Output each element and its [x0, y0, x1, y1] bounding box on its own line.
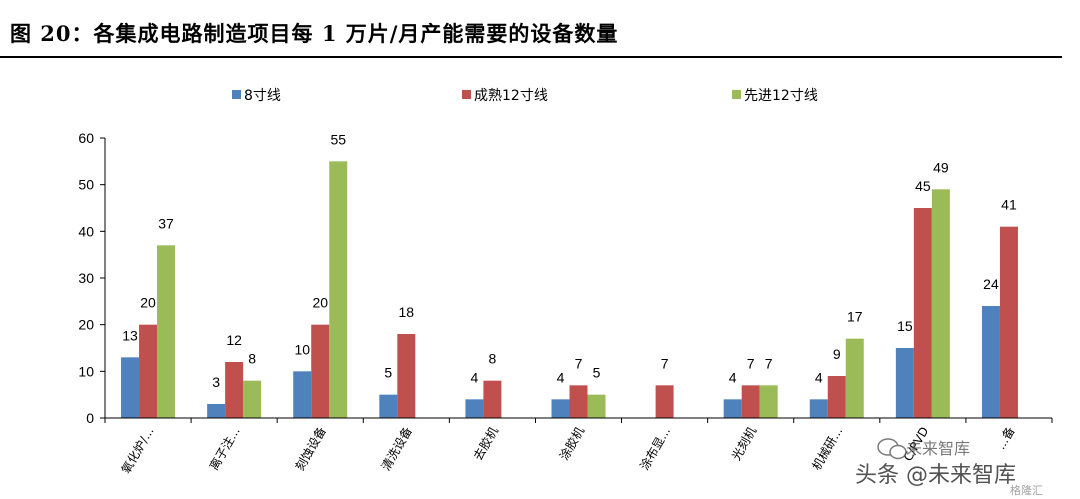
x-category-label: 机械研...	[809, 424, 846, 473]
y-tick-label: 60	[78, 130, 94, 146]
data-label: 8	[489, 351, 497, 367]
x-category-label: 光刻机	[729, 425, 759, 463]
y-axis: 0 10 20 30 40 50 60	[78, 130, 106, 426]
bar	[913, 208, 932, 418]
data-label: 5	[593, 365, 601, 381]
bar	[587, 394, 606, 418]
y-tick-label: 40	[78, 223, 94, 239]
figure-title: 图 20：各集成电路制造项目每 1 万片/月产能需要的设备数量	[10, 21, 619, 46]
data-label: 20	[140, 295, 156, 311]
bar	[157, 245, 176, 418]
bar	[379, 394, 398, 418]
data-label: 9	[833, 346, 841, 362]
bar	[465, 399, 484, 418]
bar	[845, 338, 864, 418]
data-label: 3	[212, 374, 220, 390]
bar	[243, 380, 262, 418]
bar	[999, 226, 1018, 418]
legend-swatch	[462, 90, 471, 99]
bar	[723, 399, 742, 418]
bar	[225, 362, 244, 418]
legend-label: 成熟12寸线	[474, 88, 548, 104]
data-label: 4	[471, 369, 479, 385]
bar	[655, 385, 674, 418]
data-label: 17	[847, 309, 863, 325]
x-category-label: 氧化炉/...	[119, 425, 157, 477]
bar	[551, 399, 570, 418]
data-label: 4	[815, 369, 823, 385]
watermark-wechat-name: 未来智库	[906, 439, 970, 458]
data-label: 45	[915, 178, 931, 194]
data-label: 15	[897, 318, 913, 334]
bar	[207, 404, 226, 418]
bar	[569, 385, 588, 418]
y-tick-label: 10	[78, 363, 94, 379]
x-category-label: 离子注...	[206, 424, 243, 473]
bar	[741, 385, 760, 418]
wechat-icon	[877, 438, 907, 460]
watermark: 未来智库 头条 @未来智库 格隆汇	[855, 438, 1043, 497]
watermark-gelonghui: 格隆汇	[1010, 483, 1043, 497]
bar	[121, 357, 140, 418]
data-label: 4	[729, 369, 737, 385]
bar	[895, 348, 914, 418]
x-category-label: 涂布显...	[636, 424, 673, 473]
data-label: 8	[248, 351, 256, 367]
y-tick-label: 30	[78, 270, 94, 286]
bar	[483, 380, 502, 418]
bar	[827, 376, 846, 418]
data-label: 49	[933, 159, 949, 175]
x-category-label: 清洗设备	[379, 425, 415, 474]
bar	[759, 385, 778, 418]
bar	[809, 399, 828, 418]
y-tick-label: 50	[78, 177, 94, 193]
x-category-label: ...备	[994, 425, 1018, 452]
y-tick-label: 0	[86, 410, 94, 426]
x-category-label: 涂胶机	[556, 424, 587, 463]
bar	[311, 324, 330, 418]
data-label: 18	[399, 304, 415, 320]
title-divider	[0, 56, 1062, 58]
data-label: 10	[294, 341, 310, 357]
bar	[329, 161, 348, 419]
bar	[293, 371, 312, 418]
x-category-label: 刻蚀设备	[293, 425, 329, 474]
legend-swatch	[732, 90, 741, 99]
data-label: 7	[661, 355, 669, 371]
legend-label: 8寸线	[244, 88, 281, 104]
data-label: 12	[226, 332, 242, 348]
legend-label: 先进12寸线	[744, 88, 818, 104]
y-tick-label: 20	[78, 317, 94, 333]
data-label: 55	[330, 131, 346, 147]
bar	[397, 334, 416, 418]
bar	[931, 189, 950, 418]
bars	[121, 161, 1018, 419]
legend-swatch	[232, 90, 241, 99]
data-label: 41	[1001, 197, 1017, 213]
bar	[981, 306, 1000, 418]
data-label: 7	[575, 355, 583, 371]
x-category-label: 去胶机	[470, 424, 501, 463]
data-label: 24	[983, 276, 999, 292]
legend: 8寸线 成熟12寸线 先进12寸线	[232, 88, 818, 104]
data-label: 20	[312, 295, 328, 311]
data-label: 37	[158, 215, 174, 231]
data-label: 13	[122, 327, 138, 343]
data-label: 7	[747, 355, 755, 371]
watermark-toutiao-handle: 头条 @未来智库	[855, 463, 1016, 488]
data-label: 5	[384, 365, 392, 381]
data-label: 4	[557, 369, 565, 385]
data-label: 7	[765, 355, 773, 371]
bar	[139, 324, 158, 418]
